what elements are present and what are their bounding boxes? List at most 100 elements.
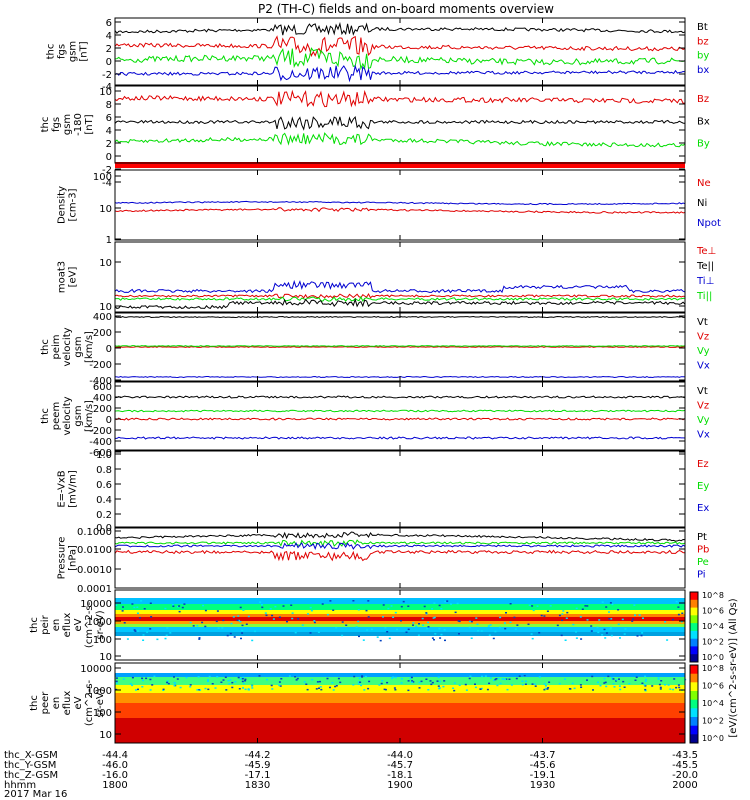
- spectrogram-speck: [565, 617, 568, 619]
- series-line: [114, 64, 686, 83]
- spectrogram-speck: [270, 684, 273, 687]
- spectrogram-speck: [601, 601, 604, 603]
- series-line: [114, 542, 686, 551]
- spectrogram-speck: [423, 605, 426, 608]
- legend-label: Te||: [696, 261, 714, 272]
- y-axis-label: eflux: [62, 613, 73, 638]
- footer-row-value: 1800: [102, 780, 127, 791]
- colorbar-tick: 10^8: [702, 664, 724, 673]
- spectrogram-speck: [153, 675, 156, 678]
- panel-frame: [114, 85, 686, 164]
- spectrogram-speck: [141, 686, 144, 688]
- spectrogram-band: [115, 614, 685, 617]
- colorbar-segment: [690, 646, 698, 655]
- spectrogram-speck: [115, 682, 118, 684]
- spectrogram-speck: [457, 620, 460, 622]
- spectrogram-speck: [468, 620, 471, 623]
- spectrogram-speck: [211, 683, 214, 685]
- legend-label: Vx: [697, 361, 710, 372]
- spectrogram-speck: [224, 676, 227, 678]
- spectrogram-speck: [635, 676, 638, 678]
- spectrogram-speck: [237, 619, 240, 622]
- spectrogram-speck: [137, 688, 139, 691]
- spectrogram-speck: [642, 617, 644, 619]
- spectrogram-speck: [217, 627, 220, 629]
- spectrogram-speck: [638, 614, 641, 616]
- spectrogram-speck: [137, 612, 139, 614]
- y-tick-label: 200: [93, 404, 112, 415]
- spectrogram-speck: [427, 621, 430, 624]
- spectrogram-speck: [231, 681, 234, 684]
- y-axis-label: [mV/m]: [68, 470, 79, 508]
- footer-row-label: thc_X-GSM: [4, 750, 58, 761]
- spectrogram-speck: [456, 602, 459, 605]
- spectrogram-speck: [239, 678, 242, 680]
- y-tick-label: 10000: [80, 664, 112, 675]
- spectrogram-speck: [615, 680, 617, 682]
- y-axis-label: Pressure: [57, 537, 68, 580]
- spectrogram-speck: [361, 675, 364, 677]
- spectrogram-speck: [329, 686, 331, 689]
- legend-label: Pb: [697, 545, 709, 556]
- spectrogram-speck: [453, 689, 456, 692]
- spectrogram-speck: [599, 684, 602, 687]
- y-tick-label: -200: [89, 426, 112, 437]
- spectrogram-speck: [443, 680, 446, 682]
- spectrogram-speck: [677, 606, 680, 608]
- y-axis-label: thc: [40, 339, 51, 355]
- y-tick-label: -4: [102, 82, 112, 93]
- spectrogram-speck: [236, 619, 239, 622]
- spectrogram-speck: [487, 625, 490, 627]
- spectrogram-speck: [453, 682, 456, 684]
- spectrogram-speck: [499, 616, 502, 619]
- spectrogram-speck: [386, 681, 389, 684]
- spectrogram-speck: [468, 677, 471, 680]
- y-tick-label: 2: [106, 139, 112, 150]
- spectrogram-speck: [189, 684, 192, 686]
- y-tick-label: -400: [89, 376, 112, 387]
- spectrogram-speck: [242, 609, 245, 611]
- spectrogram-speck: [628, 682, 631, 685]
- y-axis-label: [cm-3]: [68, 188, 79, 221]
- spectrogram-speck: [418, 681, 421, 684]
- spectrogram-speck: [533, 683, 536, 685]
- spectrogram-speck: [392, 676, 395, 678]
- spectrogram-speck: [597, 631, 600, 634]
- spectrogram-speck: [440, 608, 443, 610]
- footer-row-value: -17.1: [245, 770, 271, 781]
- spectrogram-speck: [122, 606, 124, 608]
- spectrogram-speck: [502, 678, 505, 680]
- y-tick-label: 100: [93, 172, 112, 183]
- spectrogram-speck: [222, 679, 225, 681]
- spectrogram-speck: [396, 628, 398, 631]
- footer-row-value: -45.7: [387, 760, 413, 771]
- spectrogram-speck: [438, 687, 441, 690]
- legend-label: Pi: [697, 570, 706, 581]
- legend-label: Pe: [697, 557, 709, 568]
- spectrogram-speck: [288, 675, 291, 677]
- spectrogram-speck: [388, 637, 391, 640]
- spectrogram-speck: [198, 637, 201, 639]
- y-tick-label: 0.4: [96, 495, 112, 506]
- spectrogram-speck: [407, 628, 410, 631]
- spectrogram-speck: [183, 603, 186, 605]
- spectrogram-speck: [571, 682, 574, 685]
- spectrogram-speck: [664, 684, 666, 686]
- spectrogram-speck: [547, 687, 550, 689]
- spectrogram-speck: [612, 683, 615, 685]
- spectrogram-speck: [481, 675, 483, 678]
- spectrogram-speck: [178, 605, 181, 607]
- spectrogram-speck: [579, 684, 582, 686]
- y-tick-label: 6: [106, 18, 112, 29]
- spectrogram-speck: [265, 614, 268, 617]
- spectrogram-speck: [667, 684, 670, 686]
- spectrogram-speck: [400, 605, 403, 608]
- spectrogram-speck: [562, 610, 565, 612]
- spectrogram-speck: [458, 684, 461, 686]
- y-tick-label: 1: [106, 235, 112, 246]
- spectrogram-speck: [115, 680, 118, 683]
- spectrogram-speck: [569, 688, 572, 690]
- y-tick-label: 400: [93, 393, 112, 404]
